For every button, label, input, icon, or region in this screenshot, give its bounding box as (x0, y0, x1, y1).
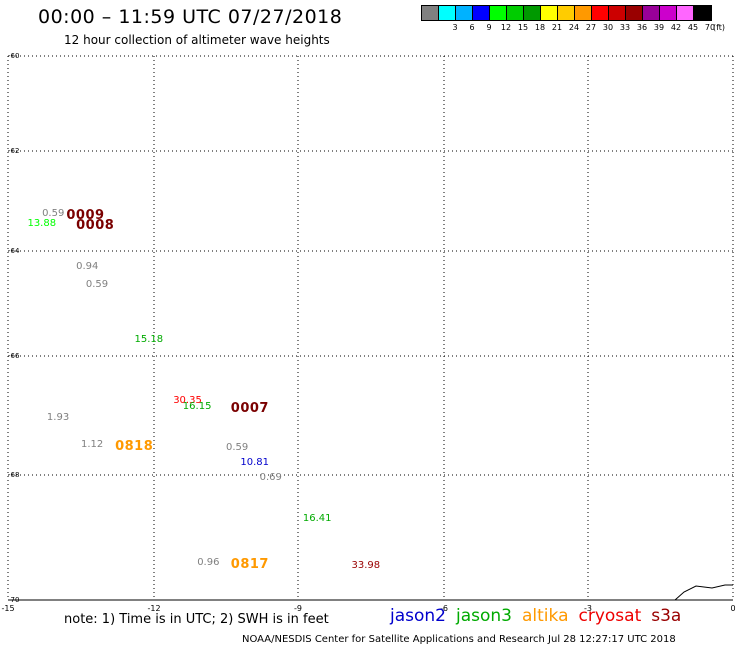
legend-tick-label: 12 (500, 23, 512, 32)
legend-swatch (524, 6, 541, 20)
wave-height-value: 16.41 (302, 512, 332, 524)
latitude-label: -64 (8, 247, 20, 255)
wave-height-value: 0.94 (76, 260, 99, 272)
legend-swatch (643, 6, 660, 20)
legend-tick-label: 30 (602, 23, 614, 32)
longitude-label: -12 (147, 604, 161, 613)
wave-height-value: 0.59 (85, 279, 109, 291)
satellite-name: jason3 (456, 606, 512, 626)
legend-swatch (575, 6, 592, 20)
legend-swatch (592, 6, 609, 20)
legend-tick-label: 15 (517, 23, 529, 32)
legend-swatch (456, 6, 473, 20)
legend-tick-label: 70 (704, 23, 716, 32)
longitude-label: -9 (294, 604, 302, 613)
satellite-legend: jason2 jason3 altika cryosat s3a (390, 606, 681, 626)
legend-swatch (507, 6, 524, 20)
wave-height-value: 1.93 (46, 412, 70, 424)
legend-swatch (490, 6, 507, 20)
wave-height-value: 0.59 (226, 442, 249, 454)
legend-swatch (558, 6, 575, 20)
map-subtitle: 12 hour collection of altimeter wave hei… (64, 33, 330, 47)
legend-ticks: (ft) 3 6 9 12 15 18 21 24 27 30 33 36 39 42 45 70 (421, 21, 725, 35)
map-title: 00:00 – 11:59 UTC 07/27/2018 (38, 6, 343, 28)
legend-swatch (473, 6, 490, 20)
latitude-label: -68 (8, 471, 20, 479)
wave-height-value: 13.88 (27, 217, 57, 229)
legend-tick-label: 45 (687, 23, 699, 32)
coastline (674, 584, 733, 601)
legend-tick-label: 18 (534, 23, 546, 32)
legend-swatch (677, 6, 694, 20)
latitude-label: -62 (8, 147, 20, 155)
legend-swatch (439, 6, 456, 20)
wave-height-value: 10.81 (240, 457, 270, 469)
satellite-name: altika (522, 606, 569, 626)
latitude-label: -60 (8, 52, 20, 60)
longitude-label: -3 (584, 604, 592, 613)
legend-unit: (ft) (713, 23, 726, 32)
satellite-name: cryosat (578, 606, 642, 626)
legend-swatch (660, 6, 677, 20)
wave-height-value: 16.15 (182, 400, 212, 412)
legend-tick-label: 9 (486, 23, 492, 32)
legend-tick-label: 33 (619, 23, 631, 32)
wave-height-value: 0.69 (259, 472, 282, 484)
legend-swatch (609, 6, 626, 20)
legend-tick-label: 39 (653, 23, 665, 32)
legend-swatch (541, 6, 558, 20)
legend-tick-label: 21 (551, 23, 563, 32)
legend-tick-label: 24 (568, 23, 580, 32)
wave-height-value: 0.59 (42, 207, 65, 219)
wave-height-value: 30.35 (173, 394, 202, 406)
satellite-name: jason2 (390, 606, 446, 626)
wave-height-value: 33.98 (351, 559, 381, 571)
color-legend: (ft) 3 6 9 12 15 18 21 24 27 30 33 36 39 42 45 70 (421, 5, 725, 35)
wave-height-value: 15.18 (134, 334, 164, 346)
legend-swatches (421, 5, 712, 21)
legend-tick-label: 6 (469, 23, 475, 32)
longitude-label: 0 (730, 604, 736, 613)
longitude-label: -15 (1, 604, 15, 613)
credit-line: NOAA/NESDIS Center for Satellite Applica… (242, 634, 676, 645)
pass-time-label: 0007 (230, 400, 269, 416)
legend-swatch (694, 6, 711, 20)
latitude-label: -70 (8, 596, 20, 604)
pass-time-label: 0008 (76, 217, 115, 233)
wave-height-value: 1.12 (81, 439, 104, 451)
legend-tick-label: 42 (670, 23, 682, 32)
legend-tick-label: 27 (585, 23, 597, 32)
satellite-name: s3a (651, 606, 682, 626)
pass-time-label: 0818 (115, 439, 154, 455)
longitude-label: -6 (440, 604, 448, 613)
pass-time-label: 0817 (230, 556, 269, 572)
pass-time-label: 0009 (66, 207, 105, 223)
wave-height-value: 0.96 (197, 556, 220, 568)
legend-tick-label: 3 (452, 23, 458, 32)
legend-swatch (422, 6, 439, 20)
latitude-label: -66 (8, 352, 20, 360)
footer-note: note: 1) Time is in UTC; 2) SWH is in fe… (64, 612, 329, 627)
legend-swatch (626, 6, 643, 20)
legend-tick-label: 36 (636, 23, 648, 32)
